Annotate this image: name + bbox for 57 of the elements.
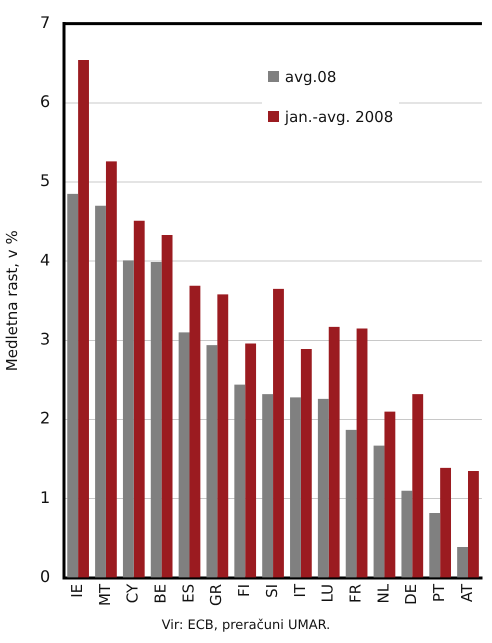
y-tick-label: 2 <box>40 408 50 428</box>
bar <box>318 398 329 578</box>
bar <box>150 262 162 578</box>
x-tick-label: FR <box>346 584 364 603</box>
bar <box>429 512 440 578</box>
bar <box>217 294 228 578</box>
bar <box>384 412 396 578</box>
y-tick-label: 4 <box>40 250 50 270</box>
bar <box>346 430 357 578</box>
x-tick-label: GR <box>207 584 226 606</box>
bar <box>457 547 468 578</box>
x-tick-label: IE <box>68 584 86 598</box>
bar <box>95 206 106 578</box>
bar <box>300 349 312 578</box>
x-tick-label: FI <box>235 584 254 597</box>
bar <box>162 235 173 578</box>
bar <box>234 384 246 578</box>
y-tick-label: 5 <box>40 171 50 190</box>
bar <box>374 446 384 578</box>
y-tick-label: 0 <box>40 567 50 586</box>
y-tick-label: 1 <box>40 488 50 507</box>
bar <box>290 397 301 578</box>
x-tick-label: LU <box>318 584 337 602</box>
legend-label: avg.08 <box>284 68 336 86</box>
legend-label: jan.-avg. 2008 <box>284 108 394 126</box>
bar <box>178 332 190 578</box>
x-tick-label: AT <box>458 583 476 602</box>
x-tick-label: CY <box>124 583 142 604</box>
x-tick-label: PT <box>430 583 448 602</box>
y-tick-label: 3 <box>40 329 50 348</box>
bar <box>468 470 479 578</box>
bar <box>356 328 368 578</box>
y-axis-title: Medletna rast, v % <box>2 230 21 372</box>
bar <box>134 220 145 578</box>
bar <box>67 194 78 578</box>
x-tick-label: DE <box>402 584 420 605</box>
x-tick-label: BE <box>152 584 170 604</box>
text: Vir: ECB, preračuni UMAR. <box>160 618 332 633</box>
bar <box>206 345 218 578</box>
bar <box>401 490 412 578</box>
y-tick-label: 6 <box>40 92 50 111</box>
bar <box>273 288 284 578</box>
bar <box>190 286 200 578</box>
bar <box>122 260 134 578</box>
x-tick-label: ES <box>179 584 198 603</box>
bar <box>245 344 256 578</box>
x-tick-label: NL <box>374 583 392 604</box>
bar <box>412 394 424 578</box>
bar <box>78 60 89 578</box>
bar <box>262 394 274 578</box>
bar <box>440 468 452 578</box>
x-tick-label: MT <box>96 583 114 606</box>
bar <box>328 326 340 578</box>
bar <box>106 161 117 578</box>
x-tick-label: IT <box>290 583 309 598</box>
x-tick-label: SI <box>262 584 281 598</box>
y-tick-label: 7 <box>40 12 50 32</box>
